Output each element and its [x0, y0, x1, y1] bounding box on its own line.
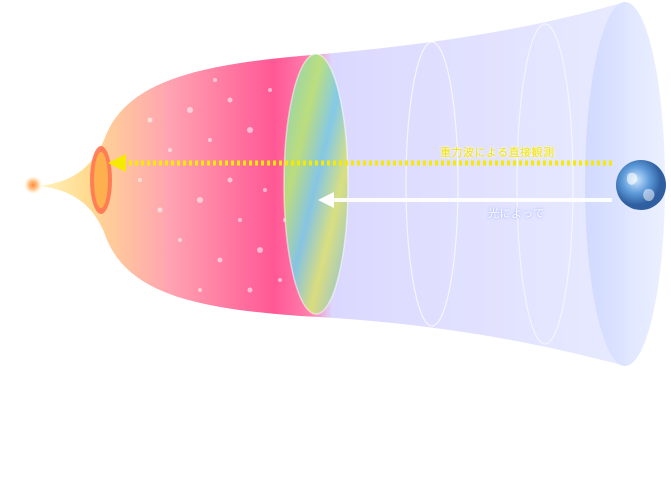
epoch-ring-1 — [405, 41, 459, 327]
cmb-surface — [284, 54, 348, 314]
earth-icon — [616, 160, 666, 210]
epoch-ring-2 — [516, 23, 574, 345]
big-bang-origin-icon — [24, 176, 42, 194]
light-label: 光によって — [488, 207, 545, 220]
gravitational-wave-label: 重力波による直接観測 — [440, 146, 555, 159]
early-universe-bubbles — [138, 78, 287, 293]
